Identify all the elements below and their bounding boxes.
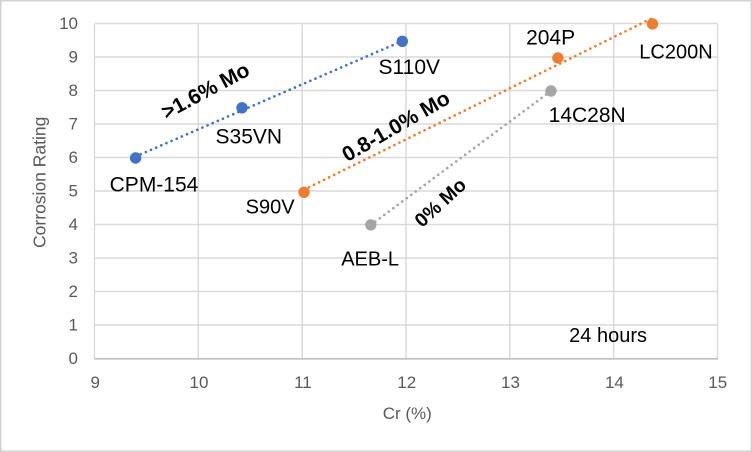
svg-text:0: 0: [69, 349, 78, 368]
svg-text:S90V: S90V: [246, 196, 296, 218]
svg-text:15: 15: [708, 373, 727, 392]
svg-text:14: 14: [605, 373, 624, 392]
svg-text:CPM-154: CPM-154: [110, 173, 199, 196]
svg-text:8: 8: [69, 81, 78, 100]
svg-text:Cr (%): Cr (%): [383, 404, 432, 423]
svg-text:2: 2: [69, 282, 78, 301]
svg-text:11: 11: [294, 373, 312, 392]
svg-text:14C28N: 14C28N: [549, 104, 626, 127]
svg-text:10: 10: [190, 373, 209, 392]
svg-text:5: 5: [69, 181, 78, 200]
svg-text:12: 12: [397, 373, 416, 392]
svg-text:13: 13: [501, 373, 520, 392]
svg-text:3: 3: [69, 248, 78, 267]
svg-text:AEB-L: AEB-L: [341, 248, 399, 270]
svg-text:LC200N: LC200N: [639, 41, 712, 63]
svg-text:4: 4: [69, 215, 78, 234]
svg-text:204P: 204P: [526, 27, 575, 50]
svg-text:7: 7: [69, 114, 78, 133]
svg-text:24 hours: 24 hours: [569, 325, 647, 347]
svg-text:Corrosion Rating: Corrosion Rating: [30, 117, 50, 248]
svg-text:6: 6: [69, 148, 78, 167]
svg-text:9: 9: [69, 47, 78, 66]
svg-text:1: 1: [69, 315, 78, 334]
svg-text:10: 10: [59, 14, 78, 33]
svg-text:S35VN: S35VN: [216, 126, 283, 149]
svg-text:S110V: S110V: [379, 56, 441, 79]
svg-text:9: 9: [90, 373, 99, 392]
